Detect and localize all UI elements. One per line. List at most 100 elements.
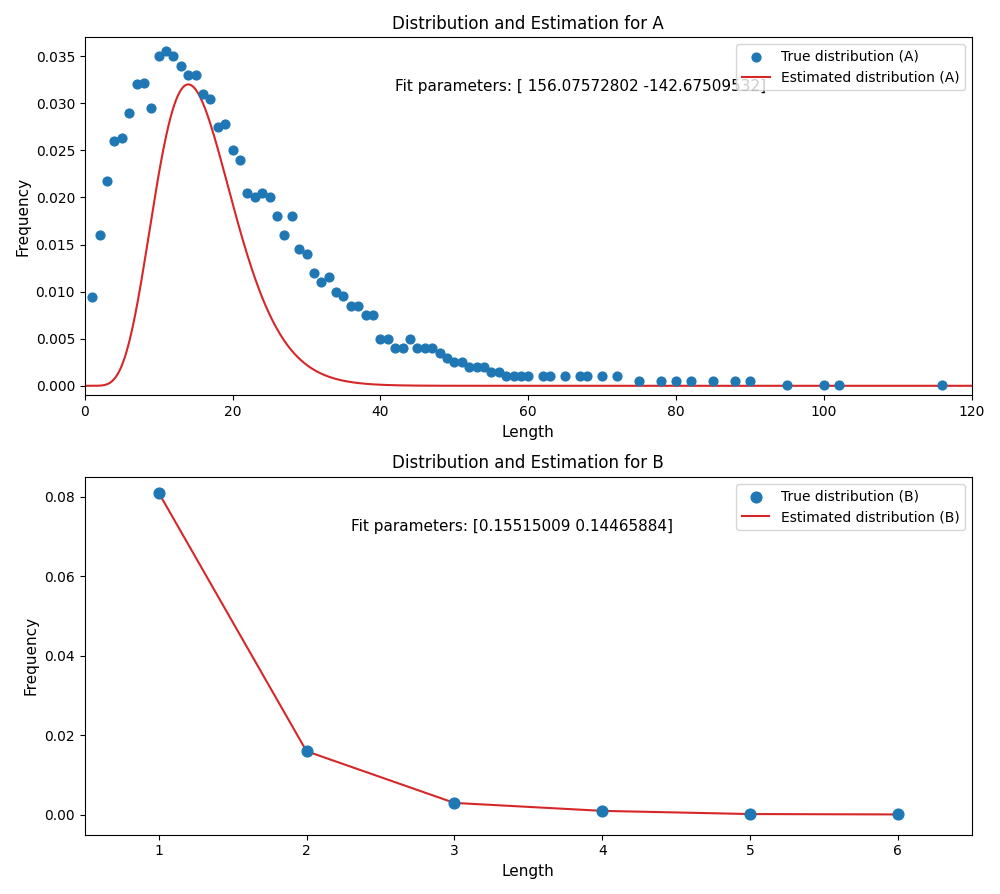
Estimated distribution (A) [439,380,451,391]
True distribution (A) [491,365,507,379]
Estimated distribution (A) [170,95,182,105]
Estimated distribution (B) [892,809,904,820]
True distribution (A) [158,45,174,59]
Text: Fit parameters: [ 156.07572802 -142.67509532]: Fit parameters: [ 156.07572802 -142.6750… [395,79,766,94]
True distribution (A) [143,101,159,115]
Y-axis label: Frequency: Frequency [24,616,39,696]
True distribution (A) [506,369,522,384]
True distribution (A) [84,291,100,305]
Estimated distribution (A) [772,381,784,392]
True distribution (A) [321,270,337,284]
True distribution (A) [99,174,115,189]
True distribution (A) [232,153,248,167]
True distribution (A) [217,117,233,131]
True distribution (A) [402,332,418,346]
Estimated distribution (A) [787,381,799,392]
True distribution (A) [609,369,625,384]
True distribution (A) [409,341,425,355]
True distribution (A) [306,266,322,280]
True distribution (A) [225,143,241,157]
True distribution (A) [210,120,226,134]
True distribution (A) [284,209,300,224]
True distribution (A) [542,369,558,384]
True distribution (A) [417,341,433,355]
True distribution (A) [446,355,462,369]
Title: Distribution and Estimation for B: Distribution and Estimation for B [392,454,664,473]
True distribution (A) [299,247,315,261]
Line: Estimated distribution (A): Estimated distribution (A) [86,84,972,386]
True distribution (A) [291,242,307,257]
True distribution (A) [269,209,285,224]
True distribution (A) [313,275,329,290]
True distribution (A) [742,374,758,388]
Y-axis label: Frequency: Frequency [15,177,30,256]
True distribution (A) [594,369,610,384]
Estimated distribution (A) [182,79,194,89]
True distribution (A) [202,91,218,105]
True distribution (A) [816,377,832,392]
True distribution (A) [631,374,647,388]
True distribution (A) [151,49,167,63]
True distribution (A) [557,369,573,384]
True distribution (A) [831,377,847,392]
True distribution (A) [579,369,595,384]
True distribution (A) [121,105,137,120]
True distribution (A) [439,350,455,365]
True distribution (B) [594,804,610,818]
True distribution (A) [483,365,499,379]
True distribution (A) [395,341,411,355]
True distribution (A) [239,186,255,200]
True distribution (A) [380,332,396,346]
True distribution (A) [705,374,721,388]
True distribution (A) [432,346,448,360]
True distribution (A) [779,377,795,392]
True distribution (A) [106,134,122,148]
True distribution (A) [461,359,477,374]
True distribution (B) [446,796,462,810]
True distribution (A) [520,369,536,384]
True distribution (A) [165,49,181,63]
True distribution (A) [335,289,351,303]
True distribution (A) [365,308,381,323]
Estimated distribution (A) [689,381,701,392]
Estimated distribution (B) [596,805,608,816]
True distribution (A) [358,308,374,323]
True distribution (A) [653,374,669,388]
X-axis label: Length: Length [502,425,555,440]
Title: Distribution and Estimation for A: Distribution and Estimation for A [392,15,664,33]
True distribution (A) [114,131,130,145]
Estimated distribution (B) [301,746,313,756]
True distribution (A) [387,341,403,355]
True distribution (A) [683,374,699,388]
True distribution (B) [890,807,906,822]
Estimated distribution (A) [471,381,483,392]
True distribution (A) [424,341,440,355]
True distribution (A) [934,377,950,392]
True distribution (A) [92,228,108,242]
True distribution (A) [262,190,278,205]
True distribution (B) [151,485,167,500]
True distribution (A) [372,332,388,346]
True distribution (A) [469,359,485,374]
Text: Fit parameters: [0.15515009 0.14465884]: Fit parameters: [0.15515009 0.14465884] [351,519,673,534]
True distribution (A) [727,374,743,388]
True distribution (A) [498,369,514,384]
Legend: True distribution (A), Estimated distribution (A): True distribution (A), Estimated distrib… [736,45,965,90]
True distribution (A) [276,228,292,242]
True distribution (A) [254,186,270,200]
True distribution (A) [188,68,204,82]
True distribution (B) [299,744,315,758]
True distribution (A) [513,369,529,384]
X-axis label: Length: Length [502,864,555,879]
Estimated distribution (B) [153,487,165,498]
True distribution (A) [454,355,470,369]
True distribution (A) [195,87,211,101]
Estimated distribution (A) [966,381,978,392]
True distribution (A) [247,190,263,205]
True distribution (A) [350,299,366,313]
True distribution (A) [572,369,588,384]
Estimated distribution (B) [744,809,756,820]
True distribution (A) [180,68,196,82]
True distribution (A) [328,284,344,299]
True distribution (A) [129,77,145,91]
